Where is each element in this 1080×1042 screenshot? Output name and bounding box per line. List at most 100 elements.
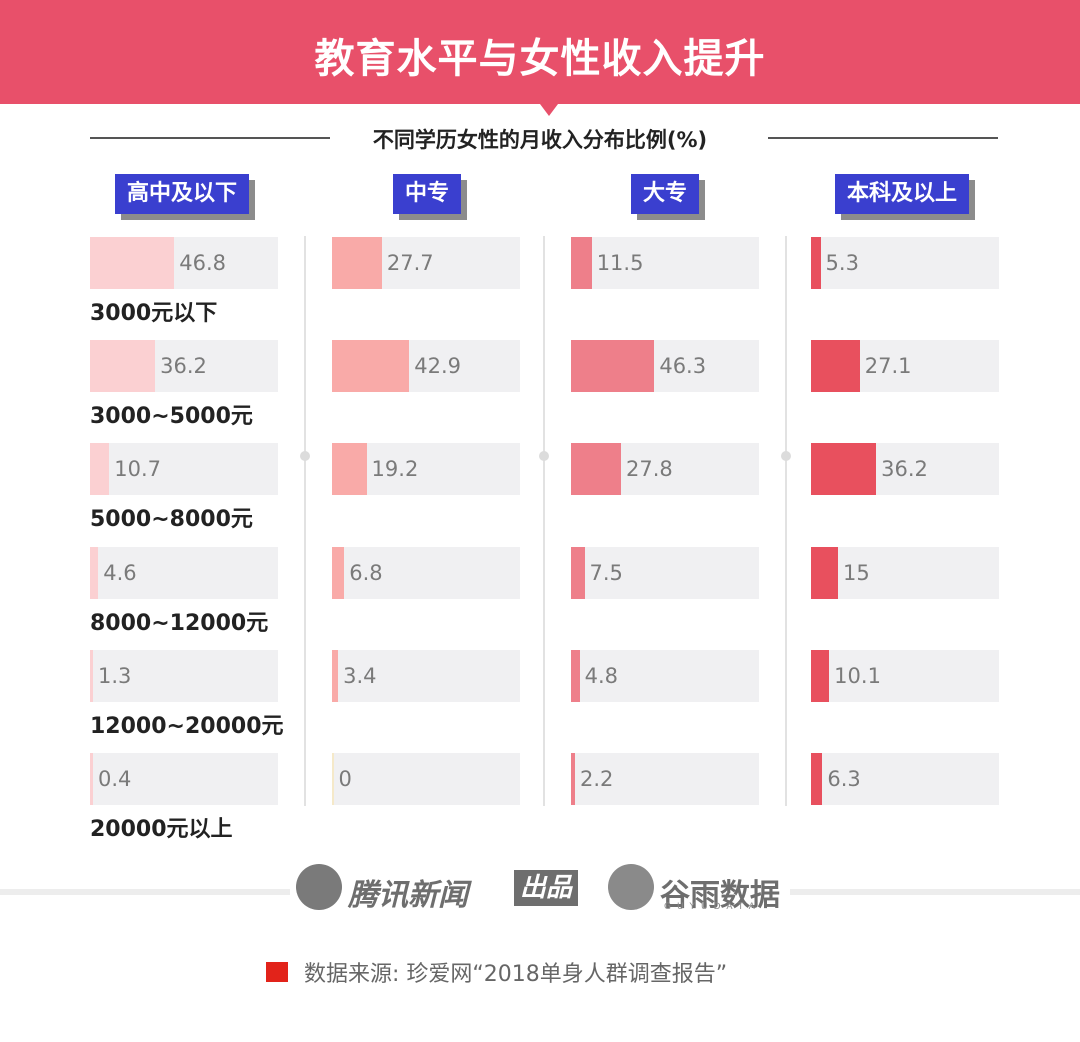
bar xyxy=(571,340,655,392)
bar-value-label: 6.3 xyxy=(827,767,861,791)
bar xyxy=(90,443,110,495)
income-bracket-label: 5000~8000元 xyxy=(90,507,253,532)
bar xyxy=(332,547,345,599)
bar-track: 10.1 xyxy=(811,650,999,702)
bar xyxy=(332,753,334,805)
bar xyxy=(811,340,860,392)
bar-track: 3.4 xyxy=(332,650,520,702)
tencent-news-logo-icon xyxy=(296,864,342,910)
publisher-logos: 腾讯新闻 出品 谷雨数据 GUYUDATA xyxy=(290,862,790,918)
data-source: 数据来源: 珍爱网“2018单身人群调查报告” xyxy=(304,962,728,987)
bar-track: 11.5 xyxy=(571,237,759,289)
bar-value-label: 27.7 xyxy=(386,251,434,275)
bar xyxy=(571,443,622,495)
bar-track: 5.3 xyxy=(811,237,999,289)
bar-value-label: 46.8 xyxy=(179,251,226,275)
bar xyxy=(90,650,93,702)
bar-track: 1.3 xyxy=(90,650,278,702)
column-divider xyxy=(543,236,545,806)
bar-value-label: 36.2 xyxy=(881,457,928,481)
bar-value-label: 42.9 xyxy=(414,354,461,378)
bar-track: 27.7 xyxy=(332,237,520,289)
bar-value-label: 4.8 xyxy=(584,664,619,688)
bar-value-label: 6.8 xyxy=(349,561,383,585)
education-level-label: 中专 xyxy=(393,174,462,214)
bar-value-label: 11.5 xyxy=(596,251,644,275)
bar-value-label: 0 xyxy=(338,767,352,791)
bar-track: 4.6 xyxy=(90,547,278,599)
bar-value-label: 46.3 xyxy=(659,354,707,378)
bar xyxy=(90,237,175,289)
bar-value-label: 3.4 xyxy=(343,664,377,688)
education-level-label: 高中及以下 xyxy=(115,174,250,214)
bar-track: 46.3 xyxy=(571,340,759,392)
bar-track: 2.2 xyxy=(571,753,759,805)
bar xyxy=(332,340,410,392)
column-divider-dot xyxy=(300,451,310,461)
guyu-data-logo-icon xyxy=(608,864,654,910)
bar-value-label: 36.2 xyxy=(160,354,207,378)
bar-value-label: 0.4 xyxy=(98,767,132,791)
bar-track: 19.2 xyxy=(332,443,520,495)
guyu-data-logo-sub: GUYUDATA xyxy=(664,902,761,912)
bar xyxy=(332,443,367,495)
education-level-label: 大专 xyxy=(631,174,700,214)
bar-value-label: 5.3 xyxy=(825,251,859,275)
bar xyxy=(811,753,823,805)
bar xyxy=(811,650,830,702)
bar-value-label: 19.2 xyxy=(371,457,419,481)
bar xyxy=(571,237,592,289)
income-bracket-label: 8000~12000元 xyxy=(90,611,269,636)
source-marker xyxy=(266,962,288,982)
bar xyxy=(332,237,382,289)
bar-track: 27.8 xyxy=(571,443,759,495)
bar xyxy=(90,340,156,392)
bar-value-label: 15 xyxy=(843,561,870,585)
produced-badge: 出品 xyxy=(514,870,579,906)
column-divider-dot xyxy=(539,451,549,461)
income-bracket-label: 3000~5000元 xyxy=(90,404,253,429)
bar-value-label: 27.1 xyxy=(864,354,912,378)
education-level-label: 本科及以上 xyxy=(835,174,970,214)
bar xyxy=(811,443,877,495)
bar-value-label: 1.3 xyxy=(98,664,132,688)
chart-subtitle: 不同学历女性的月收入分布比例(%) xyxy=(372,128,708,152)
page-title: 教育水平与女性收入提升 xyxy=(314,36,766,82)
bar xyxy=(571,650,580,702)
bar-track: 7.5 xyxy=(571,547,759,599)
bar xyxy=(571,547,585,599)
bar xyxy=(90,753,93,805)
income-bracket-label: 3000元以下 xyxy=(90,301,218,326)
header-banner: 教育水平与女性收入提升 xyxy=(0,0,1080,104)
bar-track: 0 xyxy=(332,753,520,805)
subtitle-rule-left xyxy=(90,137,330,139)
bar-track: 15 xyxy=(811,547,999,599)
bar-track: 27.1 xyxy=(811,340,999,392)
tencent-news-logo-text: 腾讯新闻 xyxy=(348,878,468,913)
bar-track: 4.8 xyxy=(571,650,759,702)
bar xyxy=(571,753,575,805)
bar xyxy=(332,650,339,702)
bar-value-label: 7.5 xyxy=(589,561,623,585)
bar-value-label: 27.8 xyxy=(626,457,673,481)
bar-track: 42.9 xyxy=(332,340,520,392)
column-divider xyxy=(785,236,787,806)
column-divider-dot xyxy=(781,451,791,461)
income-bracket-label: 12000~20000元 xyxy=(90,714,284,739)
bar-track: 36.2 xyxy=(811,443,999,495)
bar-track: 0.4 xyxy=(90,753,278,805)
income-bracket-label: 20000元以上 xyxy=(90,817,233,842)
bar-track: 10.7 xyxy=(90,443,278,495)
bar xyxy=(811,237,821,289)
bar xyxy=(90,547,99,599)
subtitle-rule-right xyxy=(768,137,998,139)
header-notch xyxy=(540,104,558,116)
bar-track: 36.2 xyxy=(90,340,278,392)
bar-track: 6.3 xyxy=(811,753,999,805)
bar-value-label: 10.1 xyxy=(834,664,881,688)
bar-track: 6.8 xyxy=(332,547,520,599)
bar-track: 46.8 xyxy=(90,237,278,289)
bar-value-label: 4.6 xyxy=(103,561,137,585)
bar-value-label: 2.2 xyxy=(579,767,614,791)
bar xyxy=(811,547,838,599)
